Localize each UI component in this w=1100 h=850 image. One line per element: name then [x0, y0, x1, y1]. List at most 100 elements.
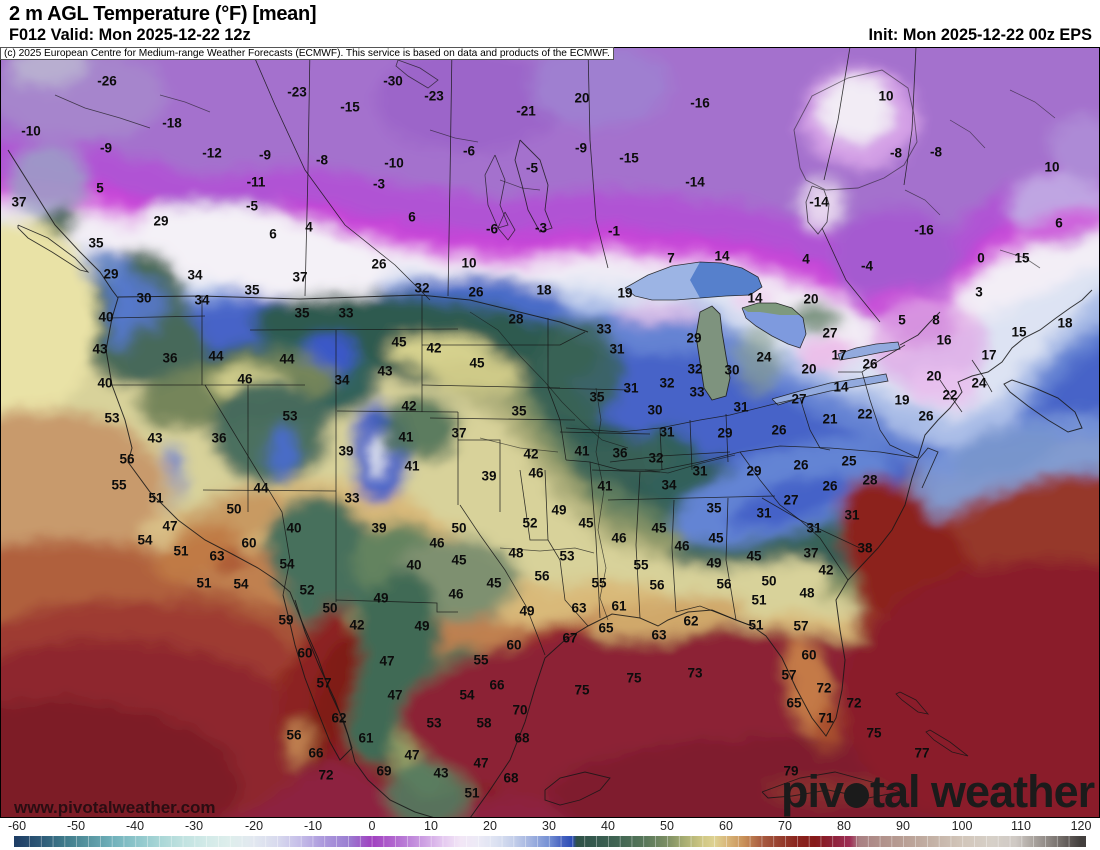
svg-text:120: 120 [1071, 819, 1092, 833]
svg-text:26: 26 [862, 357, 878, 372]
svg-text:79: 79 [783, 764, 798, 779]
svg-text:56: 56 [649, 578, 665, 593]
svg-text:55: 55 [633, 558, 649, 573]
svg-text:-15: -15 [619, 151, 639, 166]
svg-text:75: 75 [574, 683, 590, 698]
svg-text:41: 41 [574, 444, 590, 459]
svg-text:42: 42 [426, 341, 441, 356]
svg-text:50: 50 [660, 819, 674, 833]
svg-text:-10: -10 [304, 819, 322, 833]
svg-text:26: 26 [822, 479, 838, 494]
svg-text:49: 49 [414, 619, 429, 634]
svg-text:29: 29 [746, 464, 761, 479]
svg-text:56: 56 [534, 569, 550, 584]
svg-text:6: 6 [408, 210, 416, 225]
svg-text:47: 47 [387, 688, 402, 703]
svg-text:46: 46 [237, 372, 253, 387]
svg-text:-21: -21 [516, 104, 536, 119]
svg-text:-9: -9 [100, 141, 112, 156]
svg-text:43: 43 [92, 342, 108, 357]
svg-text:-23: -23 [287, 85, 307, 100]
svg-text:52: 52 [522, 516, 537, 531]
svg-text:31: 31 [733, 400, 749, 415]
svg-text:-20: -20 [245, 819, 263, 833]
svg-text:71: 71 [818, 711, 834, 726]
svg-text:45: 45 [578, 516, 594, 531]
svg-text:5: 5 [898, 313, 906, 328]
svg-text:45: 45 [708, 531, 724, 546]
svg-text:42: 42 [818, 563, 833, 578]
svg-text:56: 56 [286, 728, 302, 743]
svg-text:63: 63 [571, 601, 587, 616]
svg-text:-6: -6 [486, 222, 498, 237]
svg-text:18: 18 [1057, 316, 1073, 331]
svg-text:32: 32 [687, 362, 702, 377]
svg-text:100: 100 [952, 819, 973, 833]
svg-text:21: 21 [822, 412, 838, 427]
svg-text:45: 45 [746, 549, 762, 564]
svg-text:39: 39 [338, 444, 353, 459]
svg-text:32: 32 [659, 376, 674, 391]
svg-text:14: 14 [833, 380, 849, 395]
svg-text:-18: -18 [162, 116, 182, 131]
svg-text:26: 26 [468, 285, 484, 300]
svg-text:49: 49 [551, 503, 566, 518]
svg-text:31: 31 [692, 464, 708, 479]
svg-text:-14: -14 [809, 195, 829, 210]
svg-text:44: 44 [279, 352, 295, 367]
svg-text:45: 45 [651, 521, 667, 536]
svg-text:40: 40 [98, 310, 113, 325]
svg-text:57: 57 [316, 676, 331, 691]
svg-text:33: 33 [344, 491, 360, 506]
svg-text:35: 35 [244, 283, 260, 298]
svg-text:-5: -5 [526, 161, 538, 176]
svg-text:57: 57 [793, 619, 808, 634]
svg-text:47: 47 [404, 748, 419, 763]
svg-text:40: 40 [406, 558, 421, 573]
svg-text:15: 15 [1011, 325, 1027, 340]
svg-text:33: 33 [689, 385, 705, 400]
svg-text:27: 27 [822, 326, 837, 341]
svg-text:51: 51 [148, 491, 164, 506]
svg-text:56: 56 [119, 452, 135, 467]
svg-text:47: 47 [473, 756, 488, 771]
svg-text:30: 30 [647, 403, 662, 418]
svg-text:72: 72 [816, 681, 831, 696]
svg-text:36: 36 [211, 431, 227, 446]
svg-text:20: 20 [926, 369, 941, 384]
svg-text:36: 36 [612, 446, 628, 461]
svg-text:38: 38 [857, 541, 873, 556]
svg-text:60: 60 [241, 536, 256, 551]
svg-text:31: 31 [609, 342, 625, 357]
svg-text:46: 46 [611, 531, 627, 546]
svg-text:-26: -26 [97, 74, 117, 89]
svg-text:-15: -15 [340, 100, 360, 115]
svg-text:49: 49 [706, 556, 721, 571]
svg-text:52: 52 [299, 583, 314, 598]
svg-text:48: 48 [508, 546, 524, 561]
svg-text:55: 55 [473, 653, 489, 668]
svg-text:6: 6 [269, 227, 277, 242]
svg-text:7: 7 [667, 251, 675, 266]
svg-text:72: 72 [318, 768, 333, 783]
svg-text:34: 34 [334, 373, 350, 388]
svg-text:28: 28 [862, 473, 878, 488]
svg-text:72: 72 [846, 696, 861, 711]
svg-text:62: 62 [683, 614, 698, 629]
svg-text:-9: -9 [259, 148, 271, 163]
svg-text:20: 20 [801, 362, 816, 377]
svg-text:61: 61 [611, 599, 627, 614]
svg-text:54: 54 [233, 577, 249, 592]
svg-text:54: 54 [279, 557, 295, 572]
svg-text:-40: -40 [126, 819, 144, 833]
svg-text:14: 14 [714, 249, 730, 264]
svg-text:-23: -23 [424, 89, 444, 104]
svg-text:59: 59 [278, 613, 293, 628]
svg-text:-8: -8 [930, 145, 942, 160]
svg-text:63: 63 [209, 549, 225, 564]
svg-text:50: 50 [451, 521, 466, 536]
svg-text:5: 5 [96, 181, 104, 196]
svg-text:37: 37 [292, 270, 307, 285]
svg-text:4: 4 [305, 220, 313, 235]
svg-text:40: 40 [601, 819, 615, 833]
